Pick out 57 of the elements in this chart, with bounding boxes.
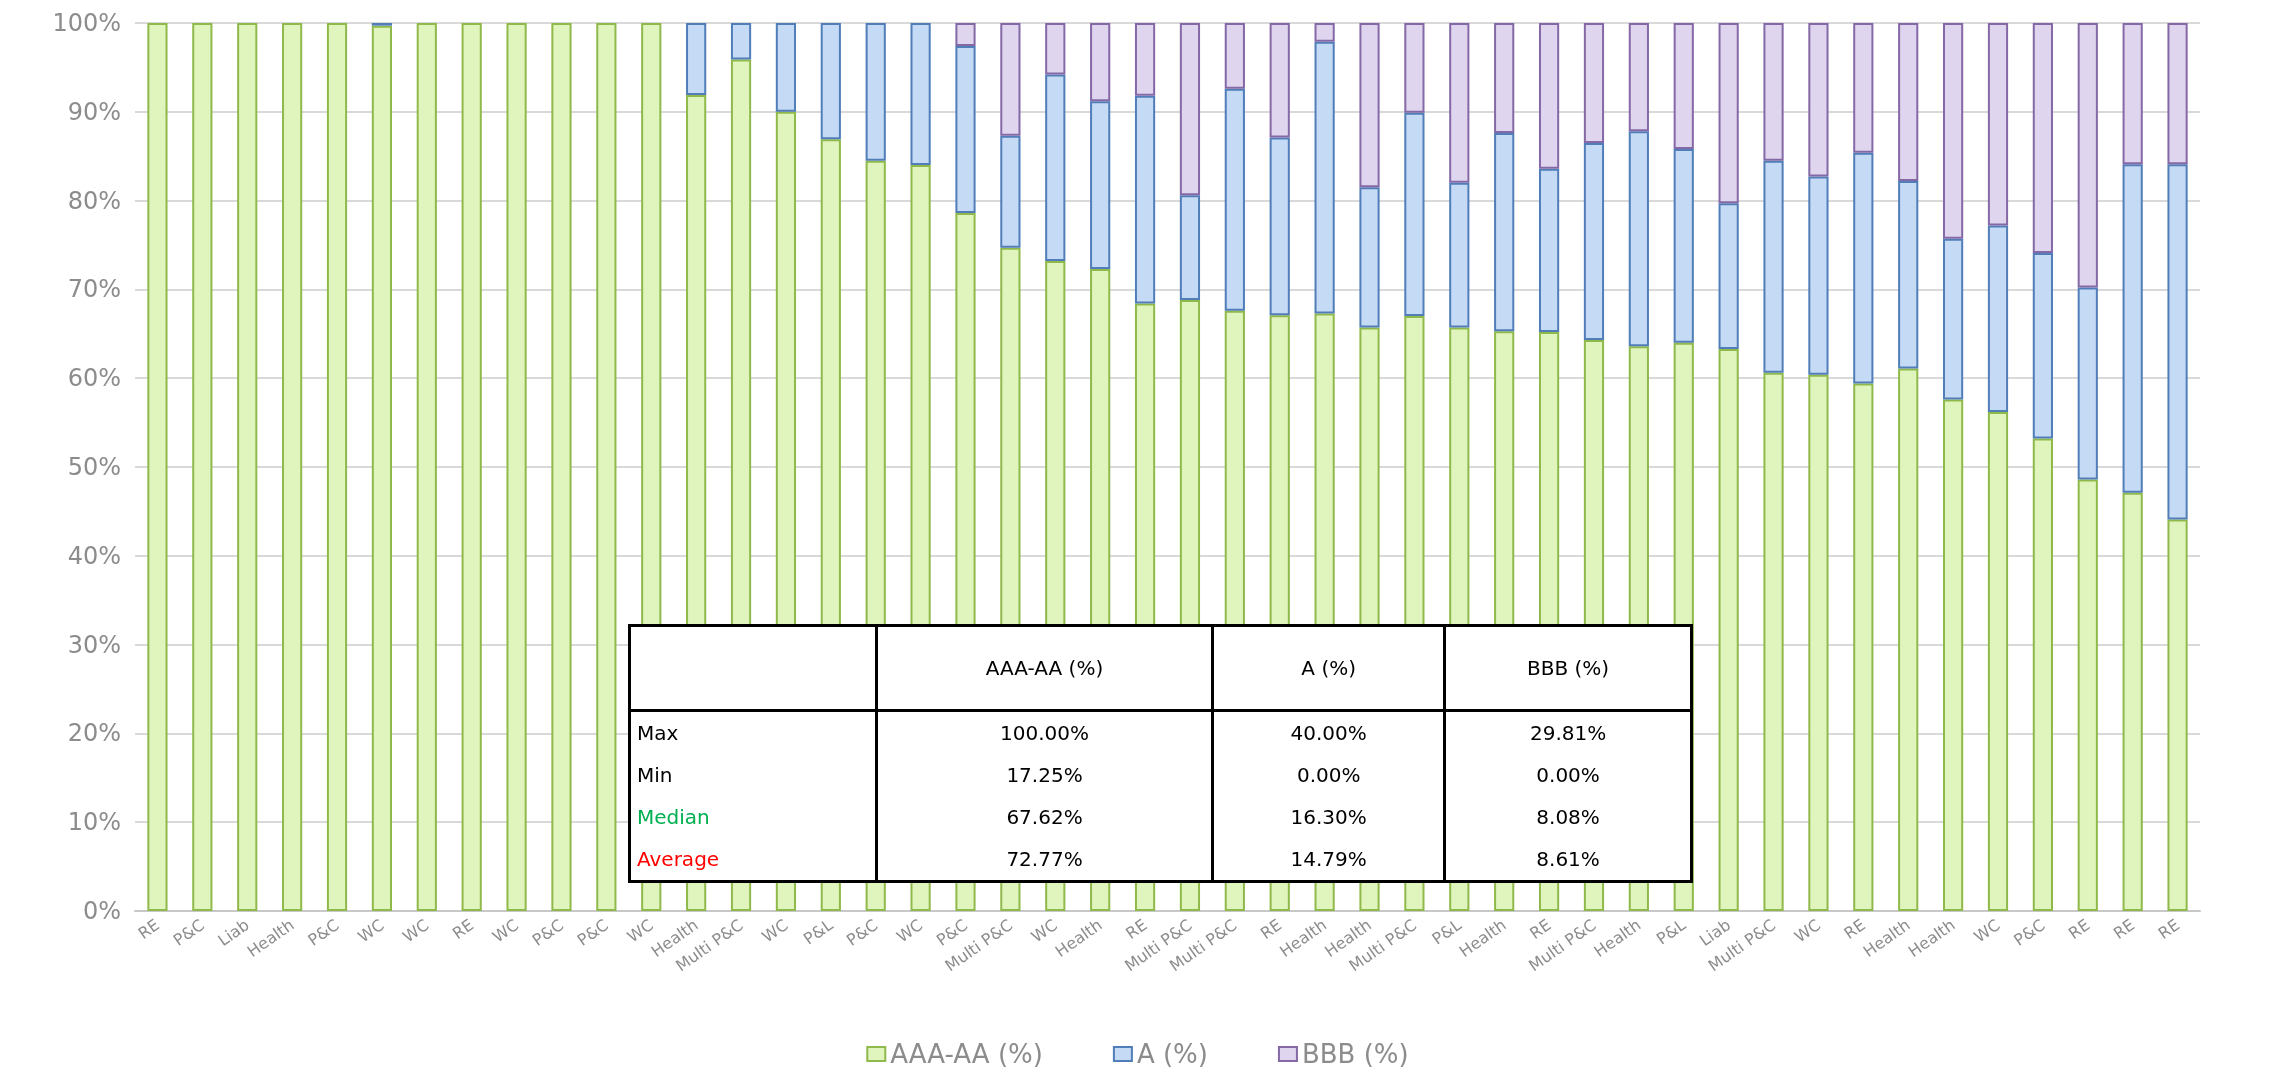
annotation: 8.61% <box>1444 838 1692 882</box>
annotation: 14.79% <box>1212 838 1445 882</box>
annotation: 8.08% <box>1444 796 1692 838</box>
annotation: Average <box>629 838 877 882</box>
x-tick-label: P&C <box>573 915 612 950</box>
annotation: 0.00% <box>1212 754 1445 796</box>
y-tick-label: 80% <box>67 186 121 215</box>
x-tick-label: WC <box>623 915 657 947</box>
legend-label: A (%) <box>1136 1039 1208 1069</box>
annotation: Min <box>629 754 877 796</box>
x-tick-label: WC <box>1027 915 1061 947</box>
x-tick-label: WC <box>758 915 792 947</box>
annotation: 40.00% <box>1212 710 1445 754</box>
annotation: A (%) <box>1212 625 1445 711</box>
annotation: Max <box>629 710 877 754</box>
x-tick-label: RE <box>2064 915 2094 943</box>
y-tick-label: 100% <box>52 9 121 37</box>
x-tick-label: WC <box>893 915 927 947</box>
y-tick-label: 90% <box>67 97 121 126</box>
y-tick-label: 50% <box>67 453 121 481</box>
annotation: Median <box>629 796 877 838</box>
x-tick-label: P&C <box>169 915 208 950</box>
y-tick-label: 70% <box>67 275 121 304</box>
legend-label: BBB (%) <box>1301 1039 1409 1069</box>
x-tick-label: P&C <box>2010 915 2049 950</box>
annotation: 17.25% <box>876 754 1213 796</box>
annotation: 29.81% <box>1444 710 1692 754</box>
annotation: 67.62% <box>876 796 1213 838</box>
y-tick-label: 20% <box>67 719 121 748</box>
x-tick-label: RE <box>2109 915 2139 943</box>
x-tick-label: RE <box>2154 915 2184 943</box>
y-tick-label: 30% <box>67 630 121 659</box>
y-tick-label: 0% <box>82 897 121 925</box>
annotation: AAA-AA (%) <box>876 625 1213 711</box>
x-tick-label: RE <box>134 915 163 943</box>
x-tick-label: WC <box>489 915 523 947</box>
annotation: 72.77% <box>876 838 1213 882</box>
x-tick-label: RE <box>448 915 478 943</box>
annotation: 100.00% <box>876 710 1213 754</box>
x-tick-label: P&L <box>799 915 837 949</box>
x-tick-label: P&L <box>1652 915 1690 949</box>
y-tick-label: 60% <box>67 364 121 393</box>
legend-label: AAA-AA (%) <box>890 1039 1043 1069</box>
x-tick-label: WC <box>1790 915 1824 947</box>
x-tick-label: RE <box>1526 915 1555 943</box>
x-tick-label: RE <box>1122 915 1151 943</box>
annotation: 0.00% <box>1444 754 1692 796</box>
x-tick-label: P&C <box>528 915 567 950</box>
x-tick-label: WC <box>1970 915 2004 947</box>
x-tick-label: WC <box>354 915 388 947</box>
annotation: 16.30% <box>1212 796 1445 838</box>
y-tick-label: 40% <box>67 541 121 570</box>
x-tick-label: WC <box>399 915 433 947</box>
annotation: BBB (%) <box>1444 625 1692 711</box>
y-tick-label: 10% <box>67 808 121 837</box>
x-tick-label: P&C <box>842 915 882 950</box>
x-tick-label: P&C <box>304 915 343 950</box>
